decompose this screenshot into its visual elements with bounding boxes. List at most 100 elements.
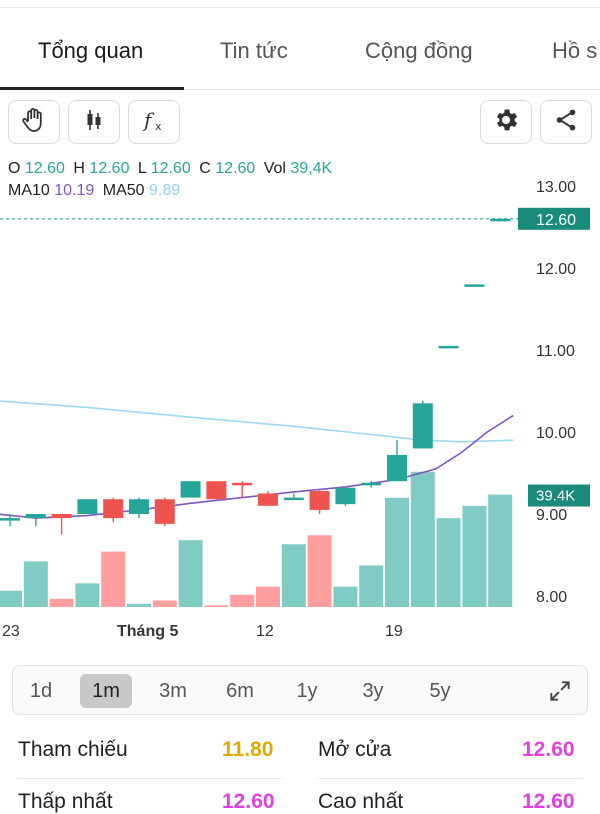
x-tick-label: 12 <box>256 623 274 640</box>
volume-bar <box>23 561 48 607</box>
period-1m[interactable]: 1m <box>80 674 132 708</box>
reference-price-label: Tham chiếu <box>18 738 128 761</box>
volume-bar <box>127 603 151 607</box>
y-tick-label: 8.00 <box>536 589 567 606</box>
low-label: L <box>137 160 147 177</box>
ma10-label: MA10 <box>8 182 50 199</box>
volume-bar <box>152 600 177 607</box>
ma10-value: 10.19 <box>54 182 95 199</box>
high-price-label: Cao nhất <box>318 790 404 813</box>
stats-divider-right <box>318 778 582 779</box>
candle-body <box>77 499 98 514</box>
y-tick-label: 9.00 <box>536 507 567 524</box>
period-1y[interactable]: 1y <box>296 680 318 702</box>
share-button[interactable] <box>540 100 592 144</box>
x-tick-label: 23 <box>2 623 20 640</box>
candle-body <box>258 493 278 506</box>
volume-bar <box>410 471 435 607</box>
ma50-line <box>0 400 514 443</box>
open-label: O <box>8 160 21 177</box>
volume-bar <box>385 497 409 607</box>
share-icon <box>553 107 579 138</box>
candle-body <box>180 481 201 498</box>
candle-body <box>0 518 20 521</box>
volume-value: 39,4K <box>290 160 333 177</box>
period-5y[interactable]: 5y <box>429 680 451 702</box>
last-volume-label: 39.4K <box>536 488 575 505</box>
tab-profile[interactable]: Hồ s <box>552 38 598 63</box>
open-price-label: Mở cửa <box>318 738 392 761</box>
volume-bar <box>101 551 126 607</box>
tab-community[interactable]: Cộng đồng <box>365 38 473 63</box>
candle-body <box>335 487 356 505</box>
volume-bar <box>307 535 332 607</box>
candle-body <box>387 454 407 482</box>
high-label: H <box>73 160 85 177</box>
status-strip <box>0 0 600 8</box>
candle-body <box>51 514 72 519</box>
svg-text:f: f <box>142 108 155 132</box>
settings-button[interactable] <box>480 100 532 144</box>
high-price-value: 12.60 <box>522 790 575 813</box>
fullscreen-button[interactable] <box>547 678 573 709</box>
svg-text:x: x <box>155 120 162 133</box>
y-tick-label: 11.00 <box>536 343 575 360</box>
open-price-value: 12.60 <box>522 738 575 761</box>
volume-bar <box>488 494 513 607</box>
candlestick-icon <box>79 105 109 140</box>
volume-bar <box>49 598 74 607</box>
expand-icon <box>547 681 573 708</box>
tab-bar: Tổng quan Tin tức Cộng đồng Hồ s <box>0 10 600 90</box>
y-tick-label: 12.00 <box>536 261 576 278</box>
ma-readout: MA10 10.19 MA50 9.89 <box>8 182 180 200</box>
period-3y[interactable]: 3y <box>362 680 384 702</box>
tab-overview[interactable]: Tổng quan <box>38 38 144 63</box>
chart-type-button[interactable] <box>68 100 120 144</box>
close-label: C <box>199 160 211 177</box>
volume-bar <box>204 605 229 607</box>
volume-label: Vol <box>263 160 286 177</box>
last-price-tag <box>518 207 590 230</box>
reference-price-value: 11.80 <box>222 738 274 761</box>
x-tick-label: 19 <box>385 623 403 640</box>
price-chart[interactable]: 13.00 12.00 11.00 10.00 9.00 8.00 12.60 39.4K 23… <box>0 150 600 650</box>
high-value: 12.60 <box>89 160 130 177</box>
close-value: 12.60 <box>215 160 256 177</box>
last-volume-tag <box>528 484 590 507</box>
low-price-label: Thấp nhất <box>18 790 113 813</box>
candle-body <box>438 345 459 349</box>
volume-bar <box>178 540 203 607</box>
period-1d[interactable]: 1d <box>29 680 53 702</box>
low-price-value: 12.60 <box>222 790 275 813</box>
candle-body <box>283 497 304 501</box>
volume-bar <box>281 544 306 607</box>
hand-icon <box>19 105 49 140</box>
ohlc-readout: O 12.60 H 12.60 L 12.60 C 12.60 Vol 39,4… <box>8 160 336 178</box>
period-6m[interactable]: 6m <box>226 680 254 702</box>
candle-body <box>154 499 175 524</box>
ma10-line <box>0 414 514 519</box>
candle-body <box>129 499 149 514</box>
y-tick-label: 13.00 <box>536 179 576 196</box>
gear-icon <box>492 106 520 139</box>
tab-news[interactable]: Tin tức <box>220 38 288 63</box>
candle-body <box>103 499 124 519</box>
candle-body <box>361 482 382 486</box>
x-tick-label: Tháng 5 <box>117 623 178 640</box>
candle-body <box>464 284 485 287</box>
volume-bar <box>462 505 487 607</box>
candle-body <box>309 491 330 510</box>
candle-body <box>232 482 253 486</box>
volume-bar <box>0 590 22 607</box>
open-value: 12.60 <box>24 160 65 177</box>
volume-bar <box>333 586 358 607</box>
volume-bar <box>436 518 461 607</box>
candle-body <box>206 481 227 500</box>
ma50-value: 9.89 <box>149 182 181 199</box>
volume-bar <box>230 594 255 607</box>
period-3m[interactable]: 3m <box>159 680 187 702</box>
last-price-label: 12.60 <box>536 212 576 229</box>
hand-tool-button[interactable] <box>8 100 60 144</box>
